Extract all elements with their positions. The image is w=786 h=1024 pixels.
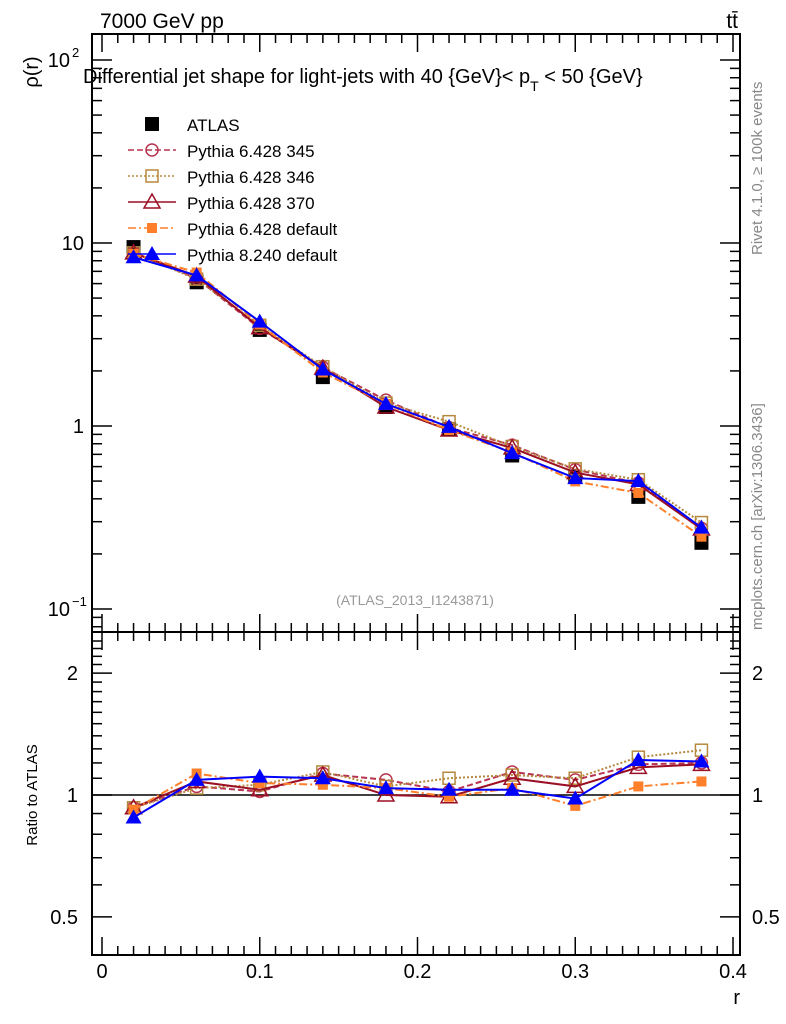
xlabel: r [733, 987, 740, 1009]
y-tick-label: 10 [48, 599, 70, 621]
data-point-pythia-8-240-default [314, 361, 331, 376]
ratio-ylabel: Ratio to ATLAS [24, 744, 41, 845]
ratio-y-tick-label: 1 [67, 785, 78, 807]
ratio-line-pythia-6-428-default [133, 772, 702, 811]
legend-label-pythia-6-428-370: Pythia 6.428 370 [187, 194, 315, 213]
legend-label-pythia-6-428-346: Pythia 6.428 346 [187, 168, 315, 187]
data-point-pythia-8-240-default [377, 395, 394, 410]
ratio-point-pythia-6-428-default [254, 778, 265, 789]
ratio-point-pythia-8-240-default [630, 752, 647, 767]
data-point-pythia-8-240-default [441, 418, 458, 433]
ratio-y-tick-label: 1 [752, 785, 763, 807]
ratio-point-pythia-6-428-370 [250, 780, 270, 797]
ratio-line-pythia-6-428-345 [133, 761, 702, 809]
legend-marker-pythia-6-428-345 [145, 143, 159, 157]
header-final-state: tt̄ [726, 10, 738, 33]
ratio-point-pythia-8-240-default [314, 770, 331, 785]
ratio-point-pythia-8-240-default [441, 781, 458, 796]
ratio-point-pythia-6-428-default [317, 779, 328, 790]
y-tick-label: 1 [73, 416, 84, 438]
legend-label-pythia-6-428-345: Pythia 6.428 345 [187, 142, 315, 161]
legend-label-pythia-6-428-default: Pythia 6.428 default [187, 220, 338, 239]
ratio-point-pythia-8-240-default [251, 768, 268, 783]
header-process: 7000 GeV pp [100, 10, 224, 33]
legend-marker-pythia-8-240-default [144, 246, 160, 260]
main-ylabel: ρ(r) [21, 56, 43, 87]
ratio-point-pythia-6-428-default [444, 791, 455, 802]
data-point-pythia-8-240-default [504, 445, 521, 460]
ratio-y-tick-label: 0.5 [50, 907, 78, 929]
legend-marker-pythia-6-428-default [147, 223, 157, 233]
ratio-point-pythia-8-240-default [567, 790, 584, 805]
rivet-label: Rivet 4.1.0, ≥ 100k events [749, 82, 766, 255]
legend-marker-pythia-6-428-370 [142, 192, 162, 209]
ratio-y-tick-label: 0.5 [752, 907, 780, 929]
series-line-pythia-6-428-370 [133, 251, 703, 530]
legend-label-atlas: ATLAS [187, 116, 240, 135]
data-point-pythia-8-240-default [630, 473, 647, 488]
plot-title: Differential jet shape for light-jets wi… [83, 66, 643, 94]
data-point-pythia-8-240-default [567, 470, 584, 485]
x-tick-label: 0.2 [404, 961, 432, 983]
y-tick-exponent: 2 [72, 45, 79, 60]
ratio-line-pythia-8-240-default [133, 759, 702, 819]
ratio-frame [91, 631, 741, 956]
ratio-point-pythia-8-240-default [504, 781, 521, 796]
data-point-pythia-6-428-default [633, 487, 644, 498]
data-point-pythia-8-240-default [693, 519, 710, 534]
x-tick-label: 0.4 [719, 961, 747, 983]
ratio-y-tick-label: 2 [752, 663, 763, 685]
x-tick-label: 0 [96, 961, 107, 983]
ratio-point-pythia-8-240-default [188, 771, 205, 786]
legend: ATLAS Pythia 6.428 345 Pythia 6.428 346 Pyt… [128, 116, 338, 265]
ratio-point-pythia-6-428-default [696, 776, 707, 787]
legend-marker-pythia-6-428-346 [145, 169, 159, 183]
ratio-y-tick-label: 2 [67, 663, 78, 685]
series-line-pythia-6-428-default [133, 252, 703, 538]
ratio-point-pythia-8-240-default [693, 753, 710, 768]
ratio-point-pythia-8-240-default [125, 809, 142, 824]
ratio-point-pythia-6-428-default [633, 781, 644, 792]
ratio-point-pythia-6-428-346 [568, 771, 582, 785]
y-tick-exponent: −1 [72, 594, 87, 609]
ratio-point-pythia-6-428-default [570, 800, 581, 811]
ratio-point-pythia-8-240-default [377, 780, 394, 795]
y-tick-label: 10 [48, 50, 70, 72]
y-tick-label: 10 [62, 233, 84, 255]
legend-label-pythia-8-240-default: Pythia 8.240 default [187, 246, 338, 265]
watermark: (ATLAS_2013_I1243871) [336, 592, 494, 608]
ratio-line-pythia-6-428-370 [133, 763, 702, 809]
data-point-pythia-8-240-default [188, 267, 205, 282]
ratio-point-pythia-6-428-370 [629, 757, 648, 775]
x-tick-label: 0.1 [246, 961, 274, 983]
legend-marker-atlas [145, 117, 159, 131]
data-point-pythia-6-428-default [696, 531, 707, 542]
data-point-pythia-8-240-default [251, 313, 268, 328]
series-line-pythia-8-240-default [133, 256, 703, 529]
data-point-pythia-8-240-default [125, 249, 142, 264]
mcplots-label: mcplots.cern.ch [arXiv:1306.3436] [749, 403, 766, 630]
x-tick-label: 0.3 [561, 961, 589, 983]
